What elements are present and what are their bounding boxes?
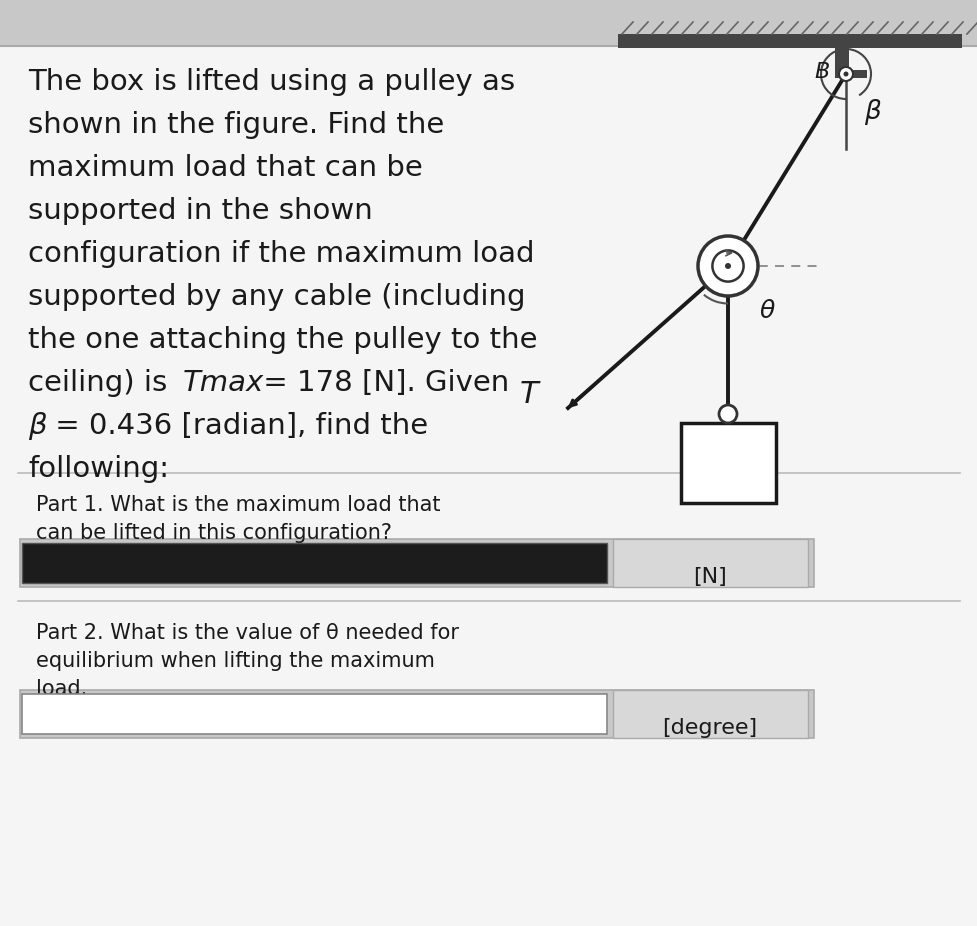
Text: configuration if the maximum load: configuration if the maximum load <box>28 240 534 268</box>
Bar <box>680 423 775 503</box>
Text: B: B <box>813 62 828 82</box>
Text: [N]: [N] <box>693 567 726 587</box>
Text: ceiling) is: ceiling) is <box>28 369 176 397</box>
Text: [degree]: [degree] <box>661 718 757 738</box>
Text: load.: load. <box>36 679 87 699</box>
Text: T: T <box>520 380 538 409</box>
Bar <box>21 694 607 734</box>
Circle shape <box>838 67 852 81</box>
Text: Part 2. What is the value of θ needed for: Part 2. What is the value of θ needed fo… <box>36 623 458 643</box>
Text: β: β <box>28 412 47 440</box>
Text: Tmax: Tmax <box>183 369 264 397</box>
Text: supported by any cable (including: supported by any cable (including <box>28 283 525 311</box>
Text: can be lifted in this configuration?: can be lifted in this configuration? <box>36 523 392 543</box>
Text: the one attaching the pulley to the: the one attaching the pulley to the <box>28 326 537 354</box>
Text: equilibrium when lifting the maximum: equilibrium when lifting the maximum <box>36 651 435 671</box>
Bar <box>0 0 977 46</box>
Text: = 178 [N]. Given: = 178 [N]. Given <box>254 369 509 397</box>
Text: supported in the shown: supported in the shown <box>28 197 372 225</box>
Circle shape <box>711 250 743 282</box>
Text: shown in the figure. Find the: shown in the figure. Find the <box>28 111 444 139</box>
Bar <box>20 690 813 738</box>
Bar <box>613 690 807 738</box>
Text: θ: θ <box>759 299 775 323</box>
Bar <box>834 48 848 70</box>
Bar <box>21 543 607 583</box>
Circle shape <box>724 263 730 269</box>
Bar <box>613 539 807 587</box>
Circle shape <box>718 405 737 423</box>
Text: maximum load that can be: maximum load that can be <box>28 154 422 182</box>
Bar <box>617 34 961 48</box>
Bar <box>834 70 867 78</box>
Text: The box is lifted using a pulley as: The box is lifted using a pulley as <box>28 68 515 96</box>
Text: following:: following: <box>28 455 169 483</box>
Text: β: β <box>863 99 880 125</box>
Circle shape <box>842 71 848 77</box>
Text: = 0.436 [radian], find the: = 0.436 [radian], find the <box>46 412 428 440</box>
Text: Part 1. What is the maximum load that: Part 1. What is the maximum load that <box>36 495 440 515</box>
Circle shape <box>698 236 757 296</box>
Bar <box>20 539 813 587</box>
